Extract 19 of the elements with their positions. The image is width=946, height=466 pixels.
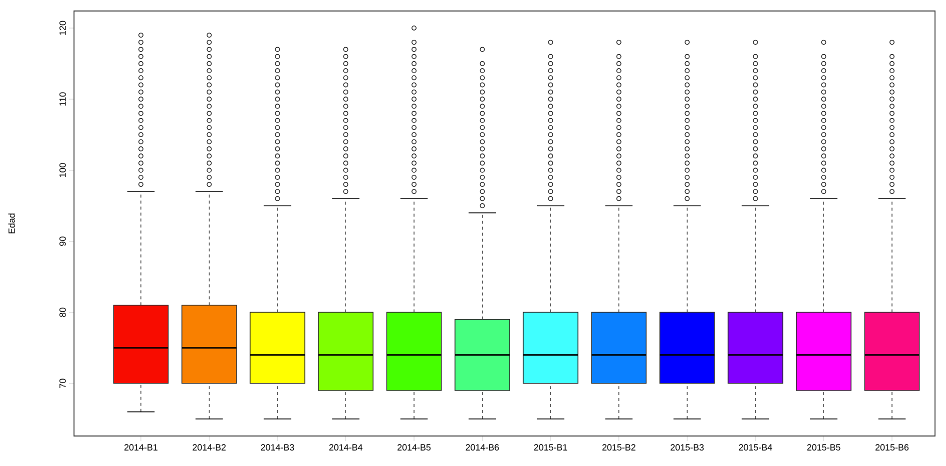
x-tick-label: 2015-B6 — [875, 444, 909, 451]
y-tick-label: 70 — [59, 378, 66, 388]
y-axis-title: Edad — [8, 214, 15, 234]
x-tick-label: 2014-B4 — [329, 444, 362, 451]
y-tick-label: 90 — [59, 236, 66, 246]
x-tick-label: 2014-B6 — [466, 444, 499, 451]
y-tick-label: 80 — [59, 308, 66, 317]
y-tick-label: 100 — [59, 163, 66, 177]
x-tick-label: 2015-B1 — [534, 444, 568, 451]
x-tick-label: 2014-B1 — [124, 444, 158, 451]
x-tick-label: 2015-B3 — [670, 444, 704, 451]
x-tick-label: 2015-B5 — [807, 444, 840, 451]
y-tick-label: 120 — [59, 20, 66, 35]
x-tick-label: 2014-B5 — [398, 444, 431, 451]
x-tick-label: 2014-B3 — [260, 444, 294, 451]
x-tick-label: 2014-B2 — [192, 444, 226, 451]
x-tick-label: 2015-B4 — [738, 444, 772, 451]
x-tick-label: 2015-B2 — [602, 444, 636, 451]
y-tick-label: 110 — [59, 92, 66, 106]
